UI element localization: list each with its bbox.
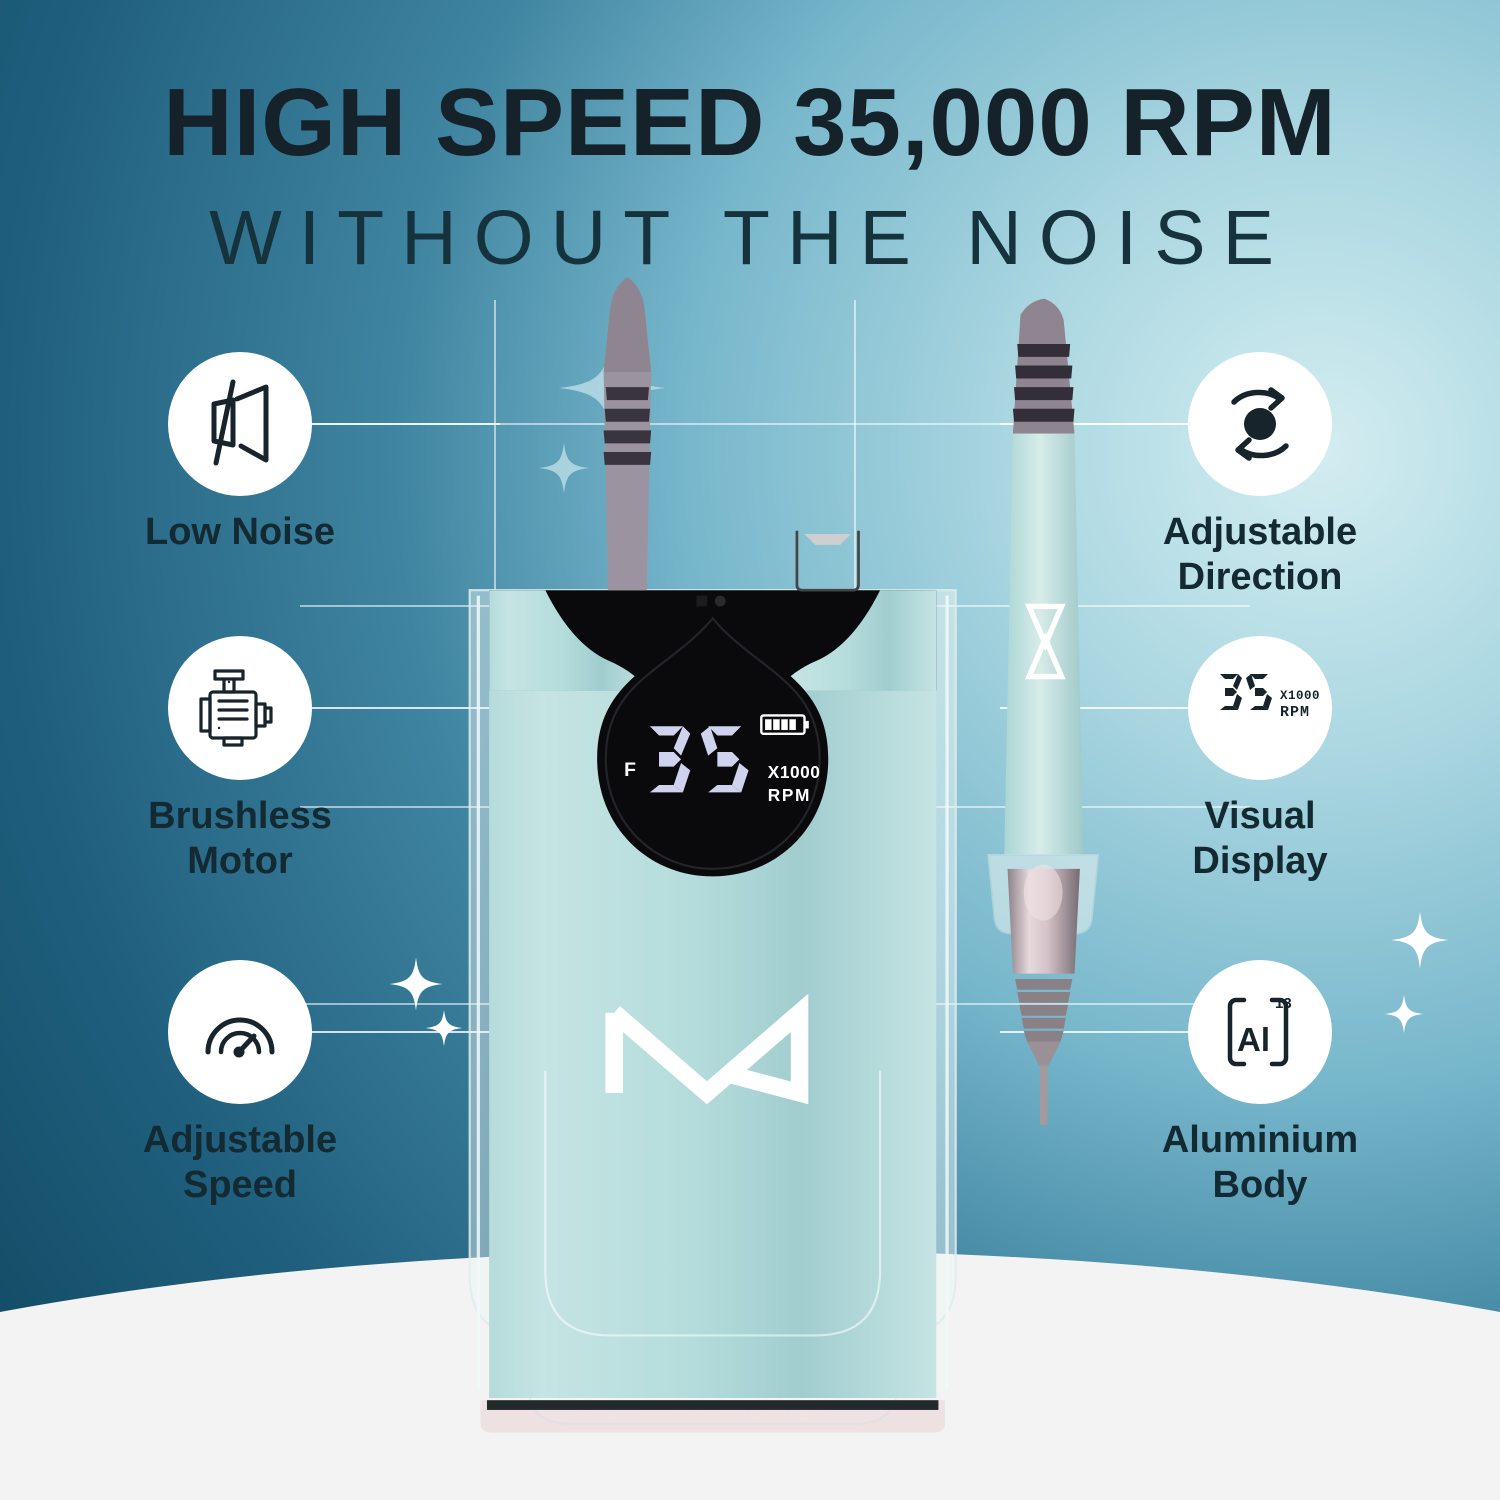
svg-text:X1000: X1000 <box>768 762 821 782</box>
svg-text:F: F <box>624 759 636 781</box>
svg-text:RPM: RPM <box>768 785 811 805</box>
